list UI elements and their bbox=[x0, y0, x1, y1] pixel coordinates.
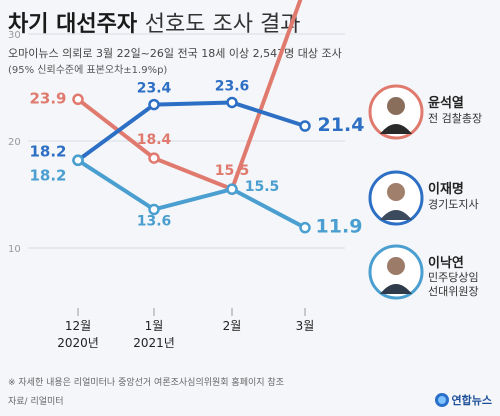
data-label-1-0: 18.2 bbox=[29, 142, 66, 160]
data-point-1-2 bbox=[226, 96, 238, 109]
data-point-2-2 bbox=[226, 183, 238, 195]
x-tick-label-2-0: 2월 bbox=[223, 319, 242, 333]
y-tick-label-10: 10 bbox=[8, 244, 21, 255]
logo-icon bbox=[434, 393, 449, 407]
data-label-1-1: 23.4 bbox=[137, 81, 172, 97]
x-tick-label-1-0: 1월 bbox=[145, 319, 164, 333]
candidate-avatar-yoon bbox=[368, 84, 424, 140]
candidate-name-yoon: 윤석열 bbox=[428, 96, 464, 111]
series-line-0 bbox=[76, 0, 303, 192]
candidate-role-lee-ny-line2: 선대위원장 bbox=[428, 285, 479, 298]
candidate-role-lee-ny-line1: 민주당상임 bbox=[428, 271, 479, 284]
candidate-role-lee-jm: 경기도지사 bbox=[428, 198, 479, 211]
data-label-2-0: 18.2 bbox=[29, 166, 66, 184]
data-label-2-3: 11.9 bbox=[316, 216, 363, 238]
chart-subtitle: 오마이뉴스 의뢰로 3월 22일~26일 전국 18세 이상 2,547명 대상… bbox=[8, 47, 342, 60]
data-label-0-1: 18.4 bbox=[137, 132, 172, 148]
candidate-avatar-lee-jm bbox=[368, 170, 424, 226]
logo-text: 연합뉴스 bbox=[451, 394, 492, 407]
candidate-avatar-lee-ny bbox=[368, 244, 424, 300]
data-point-2-3 bbox=[299, 221, 311, 234]
data-point-0-0 bbox=[72, 93, 84, 106]
data-label-2-1: 13.6 bbox=[137, 213, 172, 229]
x-tick-label-1-1: 2021년 bbox=[133, 336, 175, 350]
data-point-2-1 bbox=[148, 203, 160, 216]
data-label-1-3: 21.4 bbox=[318, 114, 365, 136]
source-credit: 자료/ 리얼미터 bbox=[8, 397, 64, 407]
data-point-0-1 bbox=[148, 152, 160, 164]
data-point-1-3 bbox=[299, 120, 311, 132]
data-point-1-1 bbox=[148, 98, 160, 111]
x-tick-label-3-0: 3월 bbox=[296, 319, 315, 333]
margin-of-error: (95% 신뢰수준에 표본오차±1.9%p) bbox=[8, 65, 168, 76]
footnote: ※ 자세한 내용은 리얼미터나 중앙선거 여론조사심의위원회 홈페이지 참조 bbox=[8, 378, 284, 388]
series-line-1 bbox=[76, 100, 306, 162]
title-light: 선호도 조사 결과 bbox=[144, 12, 301, 37]
title-bold: 차기 대선주자 bbox=[8, 12, 138, 37]
chart-title: 차기 대선주자 선호도 조사 결과 bbox=[8, 6, 300, 38]
data-label-0-0: 23.9 bbox=[29, 89, 66, 107]
y-tick-label-30: 30 bbox=[8, 30, 21, 41]
series-line-2 bbox=[76, 158, 306, 230]
yonhap-logo: 연합뉴스 bbox=[434, 392, 492, 408]
y-tick-label-20: 20 bbox=[8, 137, 21, 148]
x-tick-label-0-0: 12월 bbox=[65, 319, 91, 333]
data-label-2-2: 15.5 bbox=[245, 179, 280, 195]
candidate-role-yoon: 전 검찰총장 bbox=[428, 112, 483, 125]
data-label-1-2: 23.6 bbox=[215, 78, 250, 94]
x-tick-label-0-1: 2020년 bbox=[57, 336, 99, 350]
data-point-2-0 bbox=[72, 154, 84, 167]
candidate-name-lee-jm: 이재명 bbox=[428, 182, 464, 197]
data-label-0-2: 15.5 bbox=[215, 163, 250, 179]
candidate-name-lee-ny: 이낙연 bbox=[428, 256, 464, 271]
